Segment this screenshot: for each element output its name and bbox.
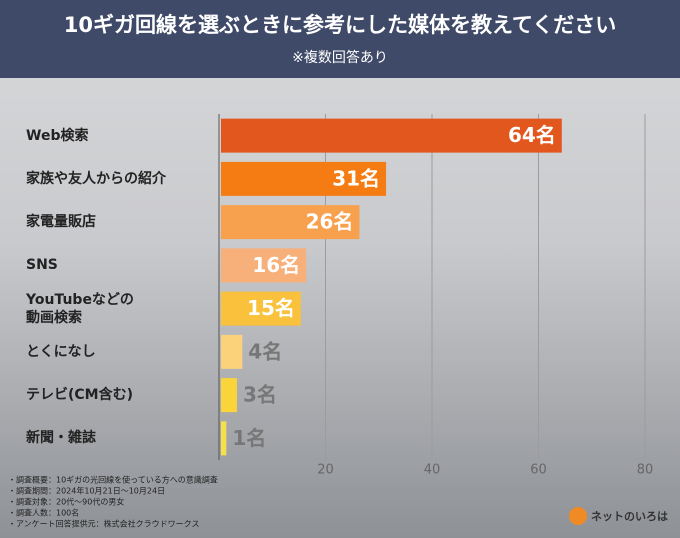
x-tick-label: 60 (530, 463, 547, 478)
logo-icon (569, 507, 587, 525)
value-label: 26名 (306, 210, 354, 234)
category-label: テレビ(CM含む) (26, 387, 134, 404)
category-label: Web検索 (26, 127, 89, 144)
category-label: SNS (26, 257, 58, 274)
footnote: ・アンケート回答提供元：株式会社クラウドワークス (8, 519, 199, 529)
bar (221, 205, 360, 240)
category-label: YouTubeなどの 動画検索 (26, 291, 134, 326)
chart-subtitle: ※複数回答あり (292, 49, 388, 66)
x-tick-label: 80 (637, 463, 654, 478)
chart-title: 10ギガ回線を選ぶときに参考にした媒体を教えてください (64, 13, 617, 37)
category-label: 新聞・雑誌 (26, 430, 96, 447)
x-tick-label: 40 (424, 463, 441, 478)
value-label: 1名 (232, 426, 266, 450)
title-bar (0, 0, 680, 78)
value-label: 15名 (247, 296, 295, 320)
footnote: ・調査概要：10ギガの光回線を使っている方への意識調査 (8, 475, 218, 485)
footnote: ・調査対象：20代〜90代の男女 (8, 497, 124, 507)
value-label: 16名 (252, 253, 300, 277)
value-label: 31名 (332, 166, 380, 190)
footnote: ・調査人数：100名 (8, 508, 79, 518)
bar (221, 248, 307, 283)
bar (221, 161, 387, 196)
value-label: 64名 (508, 123, 556, 147)
logo: ネットのいろは (591, 510, 668, 523)
bar (221, 291, 301, 326)
bar (221, 378, 237, 413)
value-label: 4名 (248, 339, 282, 363)
bar (221, 421, 227, 456)
bar (221, 334, 243, 369)
value-label: 3名 (243, 383, 277, 407)
category-label: とくになし (26, 343, 96, 360)
bar (221, 118, 562, 153)
category-label: 家電量販店 (26, 214, 96, 231)
footnote: ・調査期間：2024年10月21日〜10月24日 (8, 486, 165, 496)
x-tick-label: 20 (317, 463, 334, 478)
category-label: 家族や友人からの紹介 (26, 170, 166, 187)
